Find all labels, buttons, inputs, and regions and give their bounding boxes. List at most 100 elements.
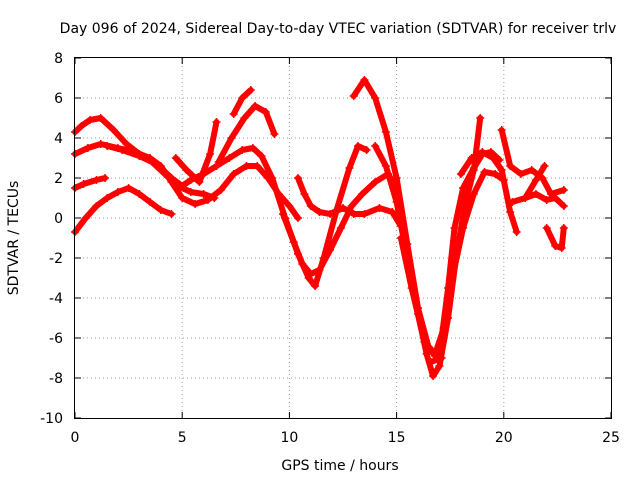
- data-point: [79, 180, 88, 188]
- data-point: [469, 190, 478, 198]
- data-point: [253, 162, 262, 170]
- data-point: [360, 76, 369, 84]
- data-point: [167, 174, 176, 182]
- data-point: [476, 114, 485, 122]
- y-tick-label: -10: [40, 411, 63, 427]
- data-point: [81, 214, 90, 222]
- y-tick-label: -6: [49, 331, 63, 347]
- data-point: [497, 126, 506, 134]
- data-point: [229, 170, 238, 178]
- data-point: [96, 140, 105, 148]
- data-point: [381, 162, 390, 170]
- series-track-19: [542, 224, 568, 252]
- data-point: [278, 210, 287, 218]
- data-point: [135, 190, 144, 198]
- data-point: [559, 186, 568, 194]
- data-point: [171, 154, 180, 162]
- data-point: [124, 184, 133, 192]
- data-point: [83, 144, 92, 152]
- data-point: [214, 158, 223, 166]
- data-point: [103, 194, 112, 202]
- series-track-1: [71, 184, 176, 236]
- data-point: [293, 214, 302, 222]
- data-point: [86, 116, 95, 124]
- data-point: [542, 196, 551, 204]
- data-point: [135, 152, 144, 160]
- data-point: [439, 324, 448, 332]
- data-point: [358, 190, 367, 198]
- data-point: [268, 174, 277, 182]
- data-point: [113, 188, 122, 196]
- data-point: [293, 174, 302, 182]
- data-point: [345, 164, 354, 172]
- data-point: [227, 134, 236, 142]
- series-track-4: [71, 174, 110, 192]
- data-point: [199, 190, 208, 198]
- data-point: [92, 202, 101, 210]
- data-point: [360, 210, 369, 218]
- data-point: [182, 166, 191, 174]
- data-point: [118, 146, 127, 154]
- data-point: [551, 242, 560, 250]
- data-point: [362, 146, 371, 154]
- data-point: [469, 166, 478, 174]
- series-layer: [71, 76, 568, 380]
- series-line: [280, 171, 400, 277]
- data-point: [298, 260, 307, 268]
- data-point: [497, 166, 506, 174]
- data-point: [426, 358, 435, 366]
- series-line: [509, 191, 567, 209]
- series-track-7: [214, 102, 279, 166]
- x-tick-label: 0: [71, 430, 80, 446]
- data-point: [478, 148, 487, 156]
- data-point: [506, 162, 515, 170]
- series-track-18: [521, 162, 549, 202]
- y-tick-label: 6: [54, 91, 63, 107]
- data-point: [96, 114, 105, 122]
- y-tick-label: 8: [54, 51, 63, 67]
- series-track-9: [278, 170, 401, 278]
- data-point: [392, 198, 401, 206]
- data-point: [336, 224, 345, 232]
- data-point: [371, 178, 380, 186]
- data-point: [326, 246, 335, 254]
- data-point: [540, 162, 549, 170]
- data-point: [431, 350, 440, 358]
- data-point: [420, 338, 429, 346]
- series-track-10: [293, 174, 405, 230]
- data-point: [229, 110, 238, 118]
- series-track-6: [171, 118, 221, 186]
- data-point: [311, 282, 320, 290]
- data-point: [422, 350, 431, 358]
- series-track-15: [456, 148, 521, 236]
- data-point: [429, 372, 438, 380]
- data-point: [191, 200, 200, 208]
- x-tick-label: 10: [280, 430, 298, 446]
- data-point: [315, 208, 324, 216]
- data-point: [450, 224, 459, 232]
- data-point: [371, 142, 380, 150]
- data-point: [491, 170, 500, 178]
- data-point: [542, 224, 551, 232]
- data-point: [437, 354, 446, 362]
- data-point: [349, 210, 358, 218]
- series-track-16: [497, 126, 568, 198]
- data-point: [206, 150, 215, 158]
- data-point: [508, 198, 517, 206]
- data-point: [467, 154, 476, 162]
- data-point: [396, 234, 405, 242]
- data-point: [178, 194, 187, 202]
- data-point: [527, 166, 536, 174]
- data-point: [371, 94, 380, 102]
- data-point: [246, 86, 255, 94]
- data-point: [167, 210, 176, 218]
- x-axis-label: GPS time / hours: [281, 458, 398, 474]
- data-point: [285, 202, 294, 210]
- data-point: [435, 362, 444, 370]
- data-point: [347, 202, 356, 210]
- data-point: [392, 174, 401, 182]
- x-tick-label: 5: [178, 430, 187, 446]
- data-point: [480, 168, 489, 176]
- data-point: [257, 152, 266, 160]
